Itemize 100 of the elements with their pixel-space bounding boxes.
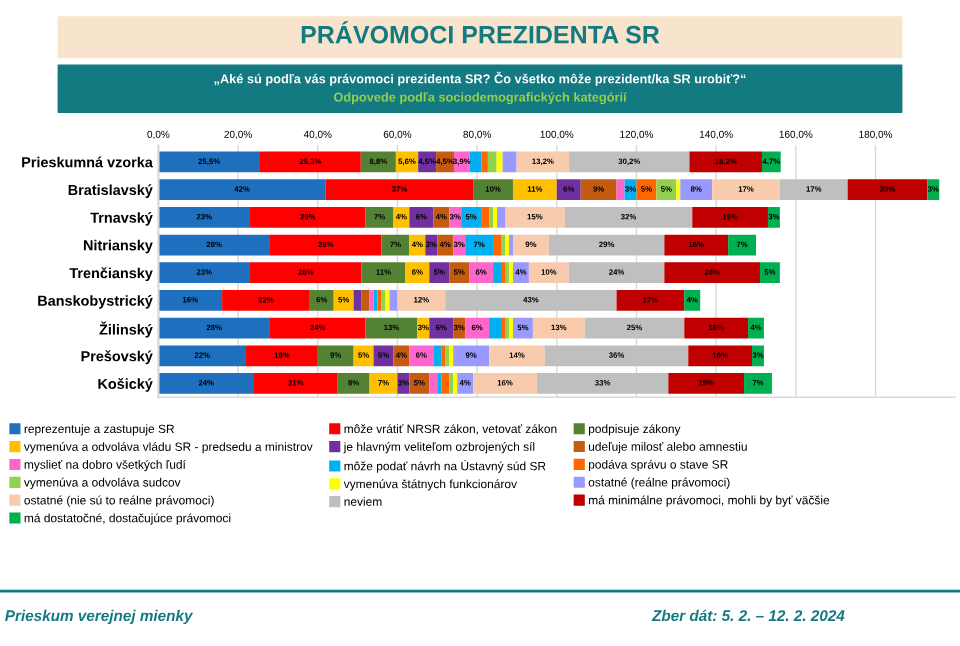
- bar: [692, 206, 768, 228]
- bar: [449, 262, 470, 284]
- bar: [487, 151, 497, 173]
- bar: [568, 262, 665, 284]
- bar: [688, 345, 753, 367]
- bar: [441, 373, 450, 394]
- bar: [269, 317, 366, 339]
- bar: [481, 151, 488, 173]
- bar: [759, 262, 780, 284]
- bar: [616, 179, 625, 201]
- bar: [445, 290, 617, 311]
- bar: [532, 317, 585, 339]
- bar: [389, 290, 398, 311]
- bar: [158, 290, 223, 311]
- bar: [360, 151, 396, 173]
- bar: [158, 317, 270, 339]
- bar: [767, 206, 780, 228]
- bar: [689, 151, 762, 173]
- bar: [744, 373, 772, 394]
- bar: [493, 262, 502, 284]
- bar: [453, 345, 490, 367]
- bar: [250, 262, 362, 284]
- bar: [397, 373, 410, 394]
- bar: [158, 373, 255, 394]
- bar: [668, 373, 745, 394]
- bar: [405, 262, 430, 284]
- bar: [728, 234, 756, 256]
- bar: [429, 262, 450, 284]
- bar: [337, 373, 370, 394]
- bar: [369, 373, 398, 394]
- bar: [512, 179, 557, 201]
- bar: [528, 262, 569, 284]
- bar: [489, 317, 502, 339]
- bar: [564, 206, 693, 228]
- bar: [761, 151, 781, 173]
- bar: [246, 345, 318, 367]
- bar: [847, 179, 928, 201]
- bar: [158, 151, 260, 173]
- bar: [317, 345, 354, 367]
- bar: [664, 262, 760, 284]
- bar: [656, 179, 677, 201]
- bar: [548, 234, 665, 256]
- bar: [365, 206, 394, 228]
- bar: [158, 262, 251, 284]
- bar: [365, 317, 418, 339]
- bar: [158, 345, 247, 367]
- bar: [269, 234, 382, 256]
- bar: [512, 317, 533, 339]
- bar: [433, 345, 442, 367]
- bar: [779, 179, 848, 201]
- bar: [497, 206, 506, 228]
- bar: [250, 206, 366, 228]
- bar: [353, 290, 362, 311]
- bar: [333, 290, 354, 311]
- bar: [684, 317, 749, 339]
- bar: [502, 151, 517, 173]
- bar: [325, 179, 474, 201]
- bar: [493, 234, 502, 256]
- bar: [254, 373, 338, 394]
- bar: [684, 290, 701, 311]
- bar: [465, 317, 490, 339]
- bar: [429, 373, 438, 394]
- bar: [584, 317, 685, 339]
- bar: [433, 206, 450, 228]
- bar: [457, 373, 474, 394]
- bar: [449, 206, 462, 228]
- bar: [393, 206, 410, 228]
- bar: [409, 373, 430, 394]
- bar: [489, 345, 545, 367]
- bar: [752, 345, 764, 367]
- bar: [927, 179, 940, 201]
- chart-title: PRÁVOMOCI PREZIDENTA SR: [301, 21, 660, 44]
- bar: [481, 206, 490, 228]
- bar: [393, 345, 410, 367]
- bar: [259, 151, 361, 173]
- bar: [361, 290, 370, 311]
- bar: [222, 290, 310, 311]
- bar: [409, 206, 434, 228]
- bar: [505, 206, 565, 228]
- bar: [461, 206, 482, 228]
- bar: [636, 179, 657, 201]
- bar: [512, 234, 549, 256]
- bar: [544, 345, 689, 367]
- bar: [516, 151, 570, 173]
- bar: [616, 290, 685, 311]
- bar: [569, 151, 690, 173]
- bar: [397, 290, 446, 311]
- bar: [409, 345, 434, 367]
- bar: [465, 234, 494, 256]
- bar: [469, 151, 482, 173]
- bar: [680, 179, 713, 201]
- bar: [158, 234, 270, 256]
- bar: [158, 206, 251, 228]
- bar: [473, 179, 513, 201]
- bar: [536, 373, 669, 394]
- bar: [512, 262, 529, 284]
- bar: [353, 345, 374, 367]
- bar: [429, 317, 454, 339]
- bar: [556, 179, 581, 201]
- bar: [712, 179, 780, 201]
